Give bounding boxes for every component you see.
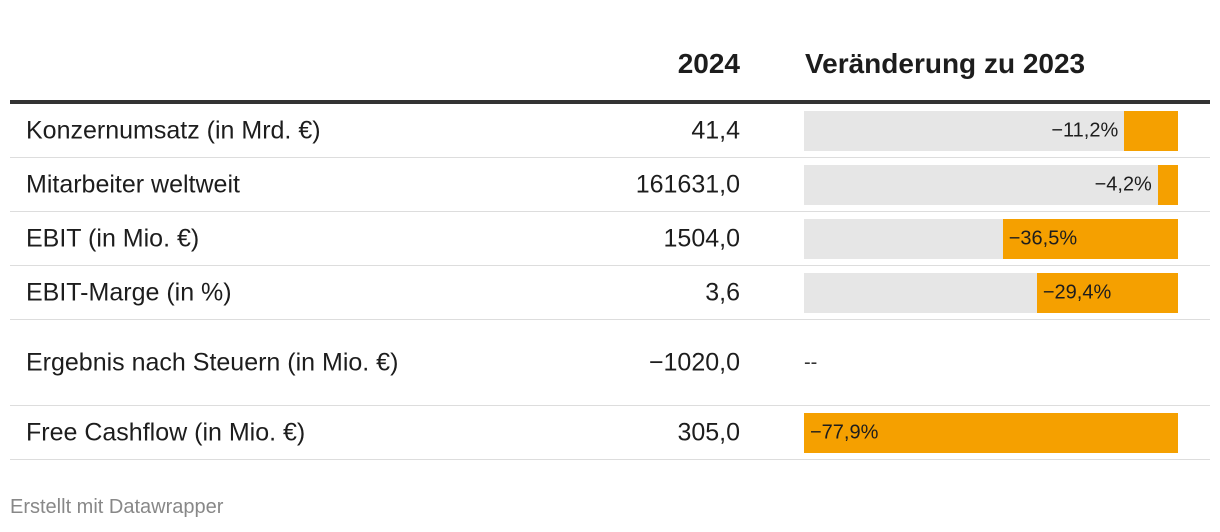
row-value-2024: 161631,0 bbox=[635, 170, 740, 198]
credit-footer[interactable]: Erstellt mit Datawrapper bbox=[10, 496, 224, 518]
row-label: Free Cashflow (in Mio. €) bbox=[26, 418, 306, 446]
table-row: Konzernumsatz (in Mrd. €) 41,4 −11,2% bbox=[10, 104, 1210, 158]
table-row: Ergebnis nach Steuern (in Mio. €) −1020,0… bbox=[10, 320, 1210, 406]
change-bar-track bbox=[804, 164, 1178, 205]
change-bar-cell: −4,2% bbox=[804, 164, 1178, 205]
data-table: 2024 Veränderung zu 2023 Konzernumsatz (… bbox=[10, 30, 1210, 460]
change-bar-cell: −36,5% bbox=[804, 218, 1178, 259]
row-value-2024: 41,4 bbox=[691, 116, 740, 144]
change-bar-label: −77,9% bbox=[810, 421, 879, 443]
row-value-2024: 1504,0 bbox=[663, 224, 740, 252]
row-label: EBIT (in Mio. €) bbox=[26, 224, 200, 252]
change-bar bbox=[804, 412, 1178, 453]
change-bar-track bbox=[804, 110, 1178, 151]
change-missing-label: -- bbox=[804, 351, 818, 373]
row-value-2024: 305,0 bbox=[677, 418, 740, 446]
table-row: EBIT-Marge (in %) 3,6 −29,4% bbox=[10, 266, 1210, 320]
column-header-change: Veränderung zu 2023 bbox=[805, 48, 1086, 79]
change-bar-cell: −11,2% bbox=[804, 110, 1178, 151]
change-bar bbox=[1036, 272, 1178, 313]
table-row: Mitarbeiter weltweit 161631,0 −4,2% bbox=[10, 158, 1210, 212]
row-label: Ergebnis nach Steuern (in Mio. €) bbox=[26, 348, 399, 376]
table-body: Konzernumsatz (in Mrd. €) 41,4 −11,2% Mitar… bbox=[10, 104, 1210, 460]
change-bar-cell: −77,9% bbox=[804, 412, 1178, 453]
change-bar bbox=[1124, 110, 1178, 151]
table-row: Free Cashflow (in Mio. €) 305,0 −77,9% bbox=[10, 406, 1210, 460]
change-bar bbox=[1002, 218, 1178, 259]
change-bar-label: −36,5% bbox=[1008, 227, 1078, 249]
row-label: EBIT-Marge (in %) bbox=[26, 278, 232, 306]
row-label: Mitarbeiter weltweit bbox=[26, 170, 240, 198]
column-header-2024: 2024 bbox=[677, 48, 740, 79]
row-value-2024: −1020,0 bbox=[648, 348, 740, 376]
change-bar bbox=[1157, 164, 1178, 205]
table-header: 2024 Veränderung zu 2023 bbox=[10, 30, 1210, 104]
change-bar-label: −29,4% bbox=[1042, 281, 1112, 303]
table-row: EBIT (in Mio. €) 1504,0 −36,5% bbox=[10, 212, 1210, 266]
row-label: Konzernumsatz (in Mrd. €) bbox=[26, 116, 321, 144]
row-value-2024: 3,6 bbox=[705, 278, 740, 306]
change-bar-label: −11,2% bbox=[1051, 119, 1119, 141]
change-bar-label: −4,2% bbox=[1094, 173, 1152, 195]
change-bar-cell: −29,4% bbox=[804, 272, 1178, 313]
